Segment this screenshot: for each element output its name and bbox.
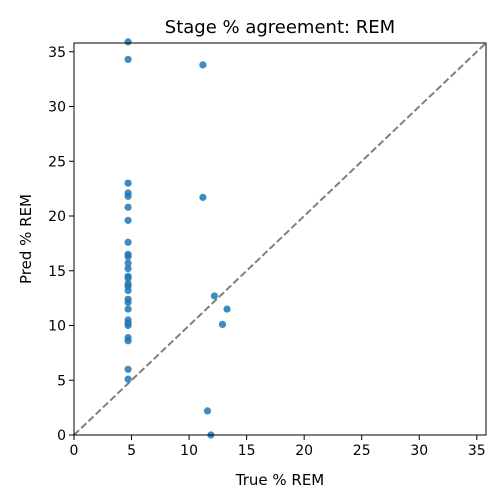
- data-point: [124, 216, 132, 224]
- data-point: [223, 305, 231, 313]
- x-tick-label: 5: [127, 443, 136, 459]
- data-point: [124, 238, 132, 246]
- x-tick-label: 20: [295, 443, 313, 459]
- data-point: [124, 252, 132, 261]
- y-tick-label: 35: [48, 45, 66, 61]
- x-tick-label: 0: [70, 443, 79, 459]
- x-tick-label: 25: [353, 443, 371, 459]
- data-point: [124, 337, 132, 345]
- data-point: [124, 305, 132, 313]
- data-points: [124, 38, 231, 439]
- data-point: [124, 179, 132, 187]
- y-axis: 0 5 10 15 20 25 30 35: [48, 45, 74, 444]
- data-point: [124, 38, 132, 46]
- y-tick-label: 20: [48, 209, 66, 225]
- data-point: [203, 407, 212, 415]
- data-point: [124, 274, 132, 283]
- reference-line-group: [73, 42, 487, 436]
- y-tick-label: 5: [57, 373, 66, 389]
- x-axis: 0 5 10 15 20 25 30 35: [70, 435, 486, 459]
- x-tick-label: 10: [180, 443, 198, 459]
- y-tick-label: 30: [48, 100, 66, 116]
- data-point: [124, 264, 132, 273]
- data-point: [124, 298, 132, 307]
- data-point: [124, 192, 132, 200]
- data-point: [124, 321, 132, 330]
- y-tick-label: 15: [48, 264, 66, 280]
- y-axis-label: Pred % REM: [17, 194, 35, 284]
- data-point: [124, 259, 132, 267]
- data-point: [124, 365, 132, 373]
- x-axis-label: True % REM: [235, 471, 325, 489]
- data-point: [124, 203, 132, 211]
- data-point: [124, 286, 132, 295]
- x-tick-label: 30: [410, 443, 428, 459]
- y-tick-label: 0: [57, 428, 66, 444]
- plot-frame: [73, 42, 487, 436]
- identity-reference-line: [73, 42, 487, 436]
- data-point: [199, 193, 207, 201]
- x-tick-label: 15: [238, 443, 256, 459]
- data-point: [218, 320, 227, 329]
- data-point: [210, 292, 219, 300]
- data-point: [124, 375, 132, 383]
- y-tick-label: 25: [48, 154, 66, 170]
- data-point: [124, 55, 132, 64]
- data-point: [199, 61, 207, 69]
- y-tick-label: 10: [48, 319, 66, 335]
- x-tick-label: 35: [468, 443, 486, 459]
- chart-title: Stage % agreement: REM: [165, 17, 395, 38]
